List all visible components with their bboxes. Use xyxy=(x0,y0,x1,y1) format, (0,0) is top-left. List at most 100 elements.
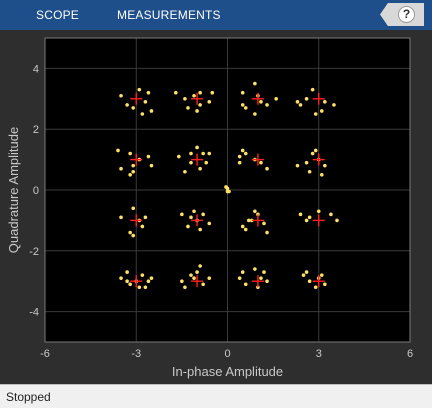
y-tick-label: -4 xyxy=(29,307,39,319)
received-symbol-point xyxy=(265,103,269,107)
received-symbol-point xyxy=(207,100,212,104)
received-symbol-point xyxy=(295,163,300,168)
received-symbol-point xyxy=(143,215,148,220)
received-symbol-point xyxy=(119,93,123,98)
received-symbol-point xyxy=(307,279,312,283)
received-symbol-point xyxy=(125,270,129,274)
received-symbol-point xyxy=(307,169,312,174)
received-symbol-point xyxy=(307,215,312,220)
received-symbol-point xyxy=(143,100,148,104)
received-symbol-point xyxy=(323,163,327,168)
received-symbol-point xyxy=(295,100,300,104)
y-tick-label: 0 xyxy=(33,185,39,197)
help-button[interactable]: ? xyxy=(380,3,424,26)
received-symbol-point xyxy=(256,285,260,290)
received-symbol-point xyxy=(195,270,199,274)
tab-measurements[interactable]: MEASUREMENTS xyxy=(117,8,221,22)
reference-constellation-point xyxy=(191,92,204,105)
received-symbol-point xyxy=(323,100,327,104)
received-symbol-point xyxy=(192,276,196,280)
received-symbol-point xyxy=(298,103,303,107)
x-tick-label: -3 xyxy=(131,348,141,360)
received-symbol-point xyxy=(131,206,136,211)
toolstrip: SCOPE MEASUREMENTS ? xyxy=(0,0,432,30)
received-symbol-point xyxy=(128,173,132,177)
received-symbol-point xyxy=(195,145,199,150)
status-bar: Stopped xyxy=(0,384,432,408)
x-tick-label: 6 xyxy=(407,348,413,360)
received-symbol-point xyxy=(128,282,132,287)
reference-constellation-point xyxy=(312,275,325,288)
received-symbol-point xyxy=(173,90,178,95)
received-symbol-point xyxy=(189,160,193,165)
received-symbol-point xyxy=(210,90,215,95)
reference-constellation-point xyxy=(191,214,204,227)
received-symbol-point xyxy=(146,279,151,283)
received-symbol-point xyxy=(192,209,196,214)
received-symbol-point xyxy=(332,103,336,107)
received-symbol-point xyxy=(140,224,145,229)
reference-constellation-point xyxy=(191,153,204,166)
received-symbol-point xyxy=(313,148,318,153)
y-tick-label: 2 xyxy=(33,124,39,136)
received-symbol-point xyxy=(201,282,205,287)
received-symbol-point xyxy=(183,285,187,290)
received-symbol-point xyxy=(237,160,242,165)
received-symbol-point xyxy=(319,109,324,113)
received-symbol-point xyxy=(189,273,193,277)
received-symbol-point xyxy=(119,215,123,220)
received-symbol-point xyxy=(304,218,309,223)
received-symbol-point xyxy=(274,97,278,101)
received-symbol-point xyxy=(335,218,339,223)
received-symbol-point xyxy=(259,160,263,165)
tab-scope[interactable]: SCOPE xyxy=(36,8,80,22)
received-symbol-point xyxy=(298,212,303,217)
received-symbol-point xyxy=(186,106,190,110)
received-symbol-point xyxy=(240,224,245,229)
received-symbol-point xyxy=(304,97,309,101)
received-symbol-point xyxy=(183,97,187,101)
received-symbol-point xyxy=(137,87,142,92)
received-symbol-point xyxy=(198,227,202,232)
received-symbol-point xyxy=(237,154,242,159)
reference-constellation-point xyxy=(312,92,325,105)
received-symbol-point xyxy=(177,154,181,159)
received-symbol-point xyxy=(128,151,132,156)
received-symbol-point xyxy=(243,106,248,110)
reference-constellation-point xyxy=(251,275,264,288)
reference-constellation-point xyxy=(130,153,143,166)
received-symbol-point xyxy=(323,282,327,287)
reference-constellation-point xyxy=(251,153,264,166)
received-symbol-point xyxy=(131,169,136,174)
received-symbol-point xyxy=(180,212,184,217)
received-symbol-point xyxy=(149,109,154,113)
received-symbol-point xyxy=(319,273,324,277)
x-tick-label: -6 xyxy=(40,348,50,360)
received-symbol-point xyxy=(198,90,202,95)
received-symbol-point xyxy=(262,270,266,274)
received-symbol-point xyxy=(207,151,212,156)
received-symbol-point xyxy=(183,169,187,174)
reference-constellation-point xyxy=(130,92,143,105)
received-symbol-point xyxy=(195,109,199,113)
received-symbol-point xyxy=(201,151,205,156)
received-symbol-point xyxy=(304,160,309,165)
received-symbol-point xyxy=(119,166,123,171)
received-symbol-point xyxy=(259,100,263,104)
received-symbol-point xyxy=(198,264,202,268)
received-symbol-point xyxy=(243,282,248,287)
x-axis-label: In-phase Amplitude xyxy=(172,364,283,379)
y-tick-label: -2 xyxy=(29,246,39,258)
received-symbol-point xyxy=(253,267,257,271)
constellation-chart[interactable]: -6 -3 0 3 6 -4 -2 0 2 4 In-phase Amplitude Quadratu… xyxy=(0,30,432,384)
received-symbol-point xyxy=(146,90,151,95)
received-symbol-point xyxy=(131,163,136,168)
received-symbol-point xyxy=(189,151,193,156)
received-symbol-point xyxy=(225,186,230,191)
plot-area: -6 -3 0 3 6 -4 -2 0 2 4 In-phase Amplitude Quadratu… xyxy=(0,30,432,384)
reference-constellation-point xyxy=(130,214,143,227)
received-symbol-point xyxy=(149,276,154,280)
received-symbol-point xyxy=(207,221,212,226)
reference-constellation-point xyxy=(251,214,264,227)
received-symbol-point xyxy=(131,233,136,238)
